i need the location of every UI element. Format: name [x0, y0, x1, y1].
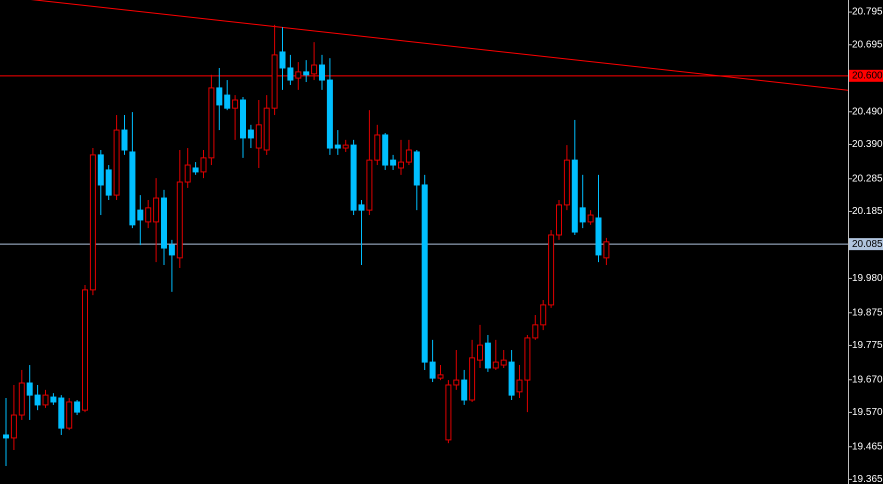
candle-body [97, 154, 104, 186]
candle-body [461, 379, 468, 401]
candle-body [42, 394, 49, 406]
candle-body [587, 214, 594, 223]
candle-body [595, 217, 602, 256]
candle-body [382, 134, 389, 166]
candle-body [500, 359, 507, 366]
candle-body [319, 64, 325, 81]
candle-body [469, 357, 476, 401]
candle-body [58, 397, 65, 429]
candle-body [405, 149, 412, 163]
candle-body [366, 159, 373, 211]
candle-body [350, 144, 357, 211]
y-tick-label: 19.570 [852, 407, 883, 418]
candle-body [137, 209, 144, 221]
candle-body [508, 361, 515, 396]
candle-body [311, 64, 318, 75]
candle-body [192, 167, 199, 173]
price-level-label-bg [849, 238, 883, 251]
y-tick-label: 20.185 [852, 206, 883, 217]
y-tick-label: 20.285 [852, 173, 883, 184]
y-tick-label: 19.980 [852, 273, 883, 284]
candle-body [10, 414, 17, 439]
candle-body [421, 184, 428, 363]
candle-body [26, 382, 33, 396]
candle-body [255, 124, 262, 149]
candle-body [18, 382, 25, 416]
candle-body [161, 197, 167, 249]
y-tick-label: 20.390 [852, 139, 883, 150]
candle-body [82, 289, 88, 411]
trendline [30, 0, 849, 91]
candle-body [326, 79, 333, 149]
candle-body [50, 396, 57, 403]
y-tick-label: 19.775 [852, 340, 883, 351]
candle-body [492, 361, 499, 369]
price-level-label-bg [849, 69, 883, 82]
candle-body [342, 144, 349, 149]
y-tick-label: 20.795 [852, 7, 883, 18]
candle-body [556, 204, 562, 236]
y-tick-label: 19.365 [852, 474, 883, 484]
candle-body [247, 129, 254, 139]
candle-body [563, 159, 570, 206]
candle-body [484, 342, 491, 369]
candle-body [168, 244, 175, 256]
candle-body [540, 304, 547, 326]
candle-body [374, 134, 381, 161]
candle-body [153, 197, 160, 223]
y-tick-label: 19.670 [852, 374, 883, 385]
candle-body [216, 87, 223, 106]
y-tick-label: 20.085 [852, 239, 883, 250]
candle-body [303, 71, 310, 76]
candle-body [66, 401, 73, 429]
y-tick-label: 19.465 [852, 441, 883, 452]
candle-body [579, 207, 586, 223]
candle-body [603, 241, 610, 259]
candle-body [3, 434, 9, 439]
candle-body [232, 99, 239, 109]
candle-body [279, 51, 286, 69]
candle-body [437, 374, 444, 379]
candle-body [477, 344, 483, 361]
candle-body [358, 204, 365, 211]
candle-body [287, 67, 294, 81]
candle-body [224, 94, 231, 109]
candle-body [398, 161, 404, 169]
y-tick-label: 20.600 [852, 70, 883, 81]
candle-body [263, 107, 270, 151]
y-tick-label: 20.490 [852, 106, 883, 117]
y-tick-label: 20.695 [852, 39, 883, 50]
candle-body [413, 151, 420, 186]
y-tick-label: 19.875 [852, 307, 883, 318]
candle-body [524, 337, 531, 381]
candle-body [176, 181, 183, 259]
candle-body [271, 54, 278, 109]
candle-body [295, 71, 302, 79]
candle-body [548, 234, 555, 306]
candle-body [105, 169, 112, 196]
candle-body [121, 129, 128, 151]
candle-body [240, 99, 246, 139]
candle-body [453, 379, 460, 386]
candle-body [390, 159, 397, 166]
candle-body [129, 151, 136, 226]
candle-body [445, 384, 452, 441]
candle-body [334, 144, 341, 149]
candle-body [571, 159, 578, 233]
candle-body [184, 164, 191, 183]
candle-body [145, 207, 152, 223]
candle-body [200, 157, 207, 173]
candle-body [113, 129, 120, 196]
candle-body [74, 401, 81, 413]
candle-body [208, 87, 215, 159]
candle-body [532, 324, 539, 339]
candle-body [516, 379, 523, 393]
candle-body [429, 361, 436, 379]
candle-body [89, 154, 96, 291]
candle-body [34, 394, 41, 406]
